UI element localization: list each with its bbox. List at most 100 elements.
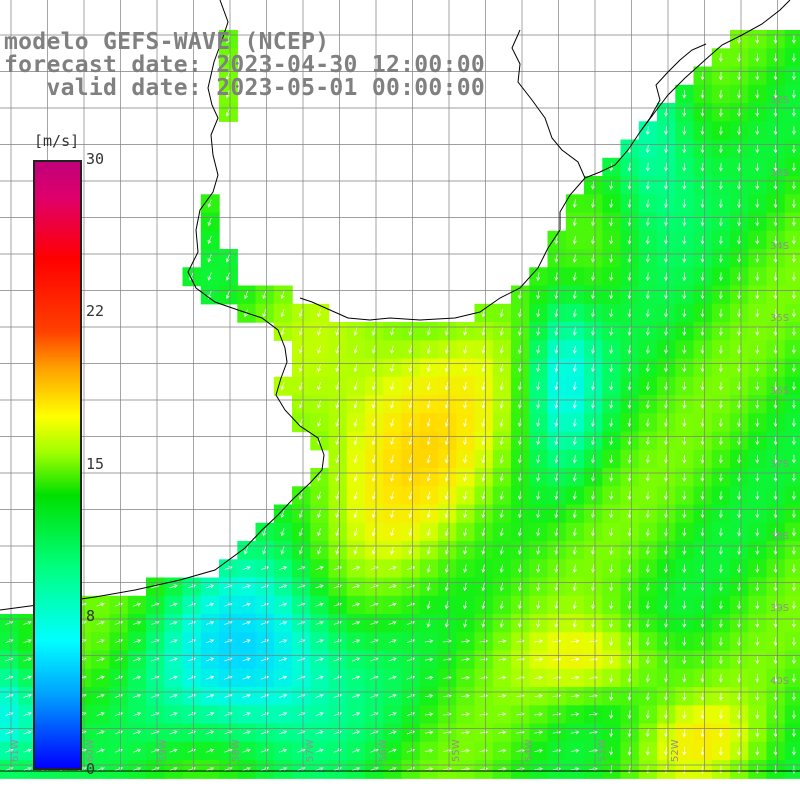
wind-arrow [755, 418, 760, 428]
wind-cell [675, 194, 695, 214]
wind-cell [602, 741, 622, 761]
wind-cell [310, 668, 330, 688]
wind-cell [127, 632, 147, 652]
wind-arrow [682, 327, 687, 336]
wind-cell [584, 614, 603, 633]
wind-arrow [426, 600, 431, 610]
model-title: modelo GEFS-WAVE (NCEP) [4, 29, 330, 55]
wind-arrow [278, 730, 288, 735]
wind-cell [328, 559, 348, 579]
wind-cell [255, 705, 275, 725]
wind-cell [675, 687, 695, 706]
wind-cell [565, 614, 585, 633]
wind-arrow [23, 639, 32, 644]
wind-cell [511, 595, 530, 615]
wind-arrow [408, 491, 413, 501]
wind-arrow [224, 584, 233, 589]
wind-arrow [590, 619, 595, 628]
wind-arrow [791, 272, 796, 282]
wind-arrow [335, 473, 340, 482]
wind-cell [328, 340, 348, 360]
wind-cell [784, 723, 800, 743]
wind-arrow [333, 584, 343, 589]
wind-arrow [205, 620, 215, 625]
wind-cell [638, 504, 658, 524]
wind-arrow [755, 692, 760, 701]
wind-arrow [755, 710, 760, 720]
lat-label-37s: 37S [770, 459, 790, 470]
wind-arrow [242, 639, 251, 644]
wind-arrow [554, 582, 559, 592]
wind-cell [273, 650, 293, 670]
wind-cell [511, 541, 530, 560]
wind-arrow [517, 308, 522, 318]
wind-arrow [207, 217, 212, 227]
wind-cell [127, 705, 147, 725]
wind-cell [401, 431, 421, 451]
wind-cell [292, 322, 311, 341]
wind-arrow [351, 566, 361, 571]
wind-arrow [700, 400, 705, 409]
wind-cell [675, 431, 695, 451]
wind-cell [711, 449, 731, 469]
wind-cell [748, 413, 768, 433]
wind-cell [328, 413, 348, 433]
wind-cell [638, 358, 658, 378]
wind-arrow [353, 491, 358, 500]
wind-cell [328, 741, 348, 761]
wind-cell [565, 723, 585, 743]
wind-arrow [353, 527, 358, 537]
wind-arrow [791, 162, 796, 172]
wind-arrow [426, 436, 431, 446]
lat-label-32s: 32S [770, 95, 790, 106]
wind-arrow [242, 766, 251, 771]
wind-cell [200, 267, 220, 287]
wind-cell [529, 595, 549, 615]
wind-arrow [609, 418, 614, 428]
wind-cell [419, 760, 439, 779]
wind-cell [219, 285, 238, 305]
wind-cell [109, 687, 129, 706]
wind-cell [456, 486, 476, 506]
wind-cell [18, 668, 38, 688]
wind-arrow [424, 748, 434, 753]
wind-arrow [554, 345, 559, 355]
wind-cell [310, 760, 330, 779]
wind-arrow [536, 345, 541, 355]
wind-arrow [682, 692, 687, 701]
wind-arrow [773, 491, 778, 501]
wind-arrow [23, 620, 32, 625]
wind-arrow [554, 491, 559, 501]
wind-arrow [371, 436, 376, 446]
wind-cell [529, 322, 549, 341]
wind-cell [219, 741, 238, 761]
wind-arrow [791, 108, 796, 117]
wind-arrow [773, 436, 778, 446]
wind-arrow [224, 730, 233, 735]
wind-arrow [755, 89, 760, 99]
wind-arrow [791, 582, 796, 592]
wind-cell [492, 668, 512, 688]
wind-cell [219, 103, 238, 122]
wind-cell [748, 66, 768, 86]
wind-arrow [682, 235, 687, 245]
wind-cell [547, 705, 567, 725]
wind-arrow [627, 327, 632, 336]
wind-arrow [426, 400, 431, 409]
wind-arrow [298, 491, 303, 500]
wind-arrow [96, 730, 105, 735]
wind-arrow [572, 235, 577, 245]
wind-arrow [570, 766, 580, 771]
wind-arrow [406, 657, 416, 662]
wind-arrow [773, 126, 778, 136]
wind-arrow [333, 712, 343, 717]
wind-arrow [700, 582, 705, 592]
wind-cell [474, 614, 494, 633]
wind-arrow [737, 400, 742, 409]
wind-cell [200, 614, 220, 633]
wind-cell [127, 595, 147, 615]
wind-arrow [718, 327, 723, 336]
wind-cell [456, 760, 476, 779]
wind-cell [565, 267, 585, 287]
wind-arrow [169, 712, 178, 717]
